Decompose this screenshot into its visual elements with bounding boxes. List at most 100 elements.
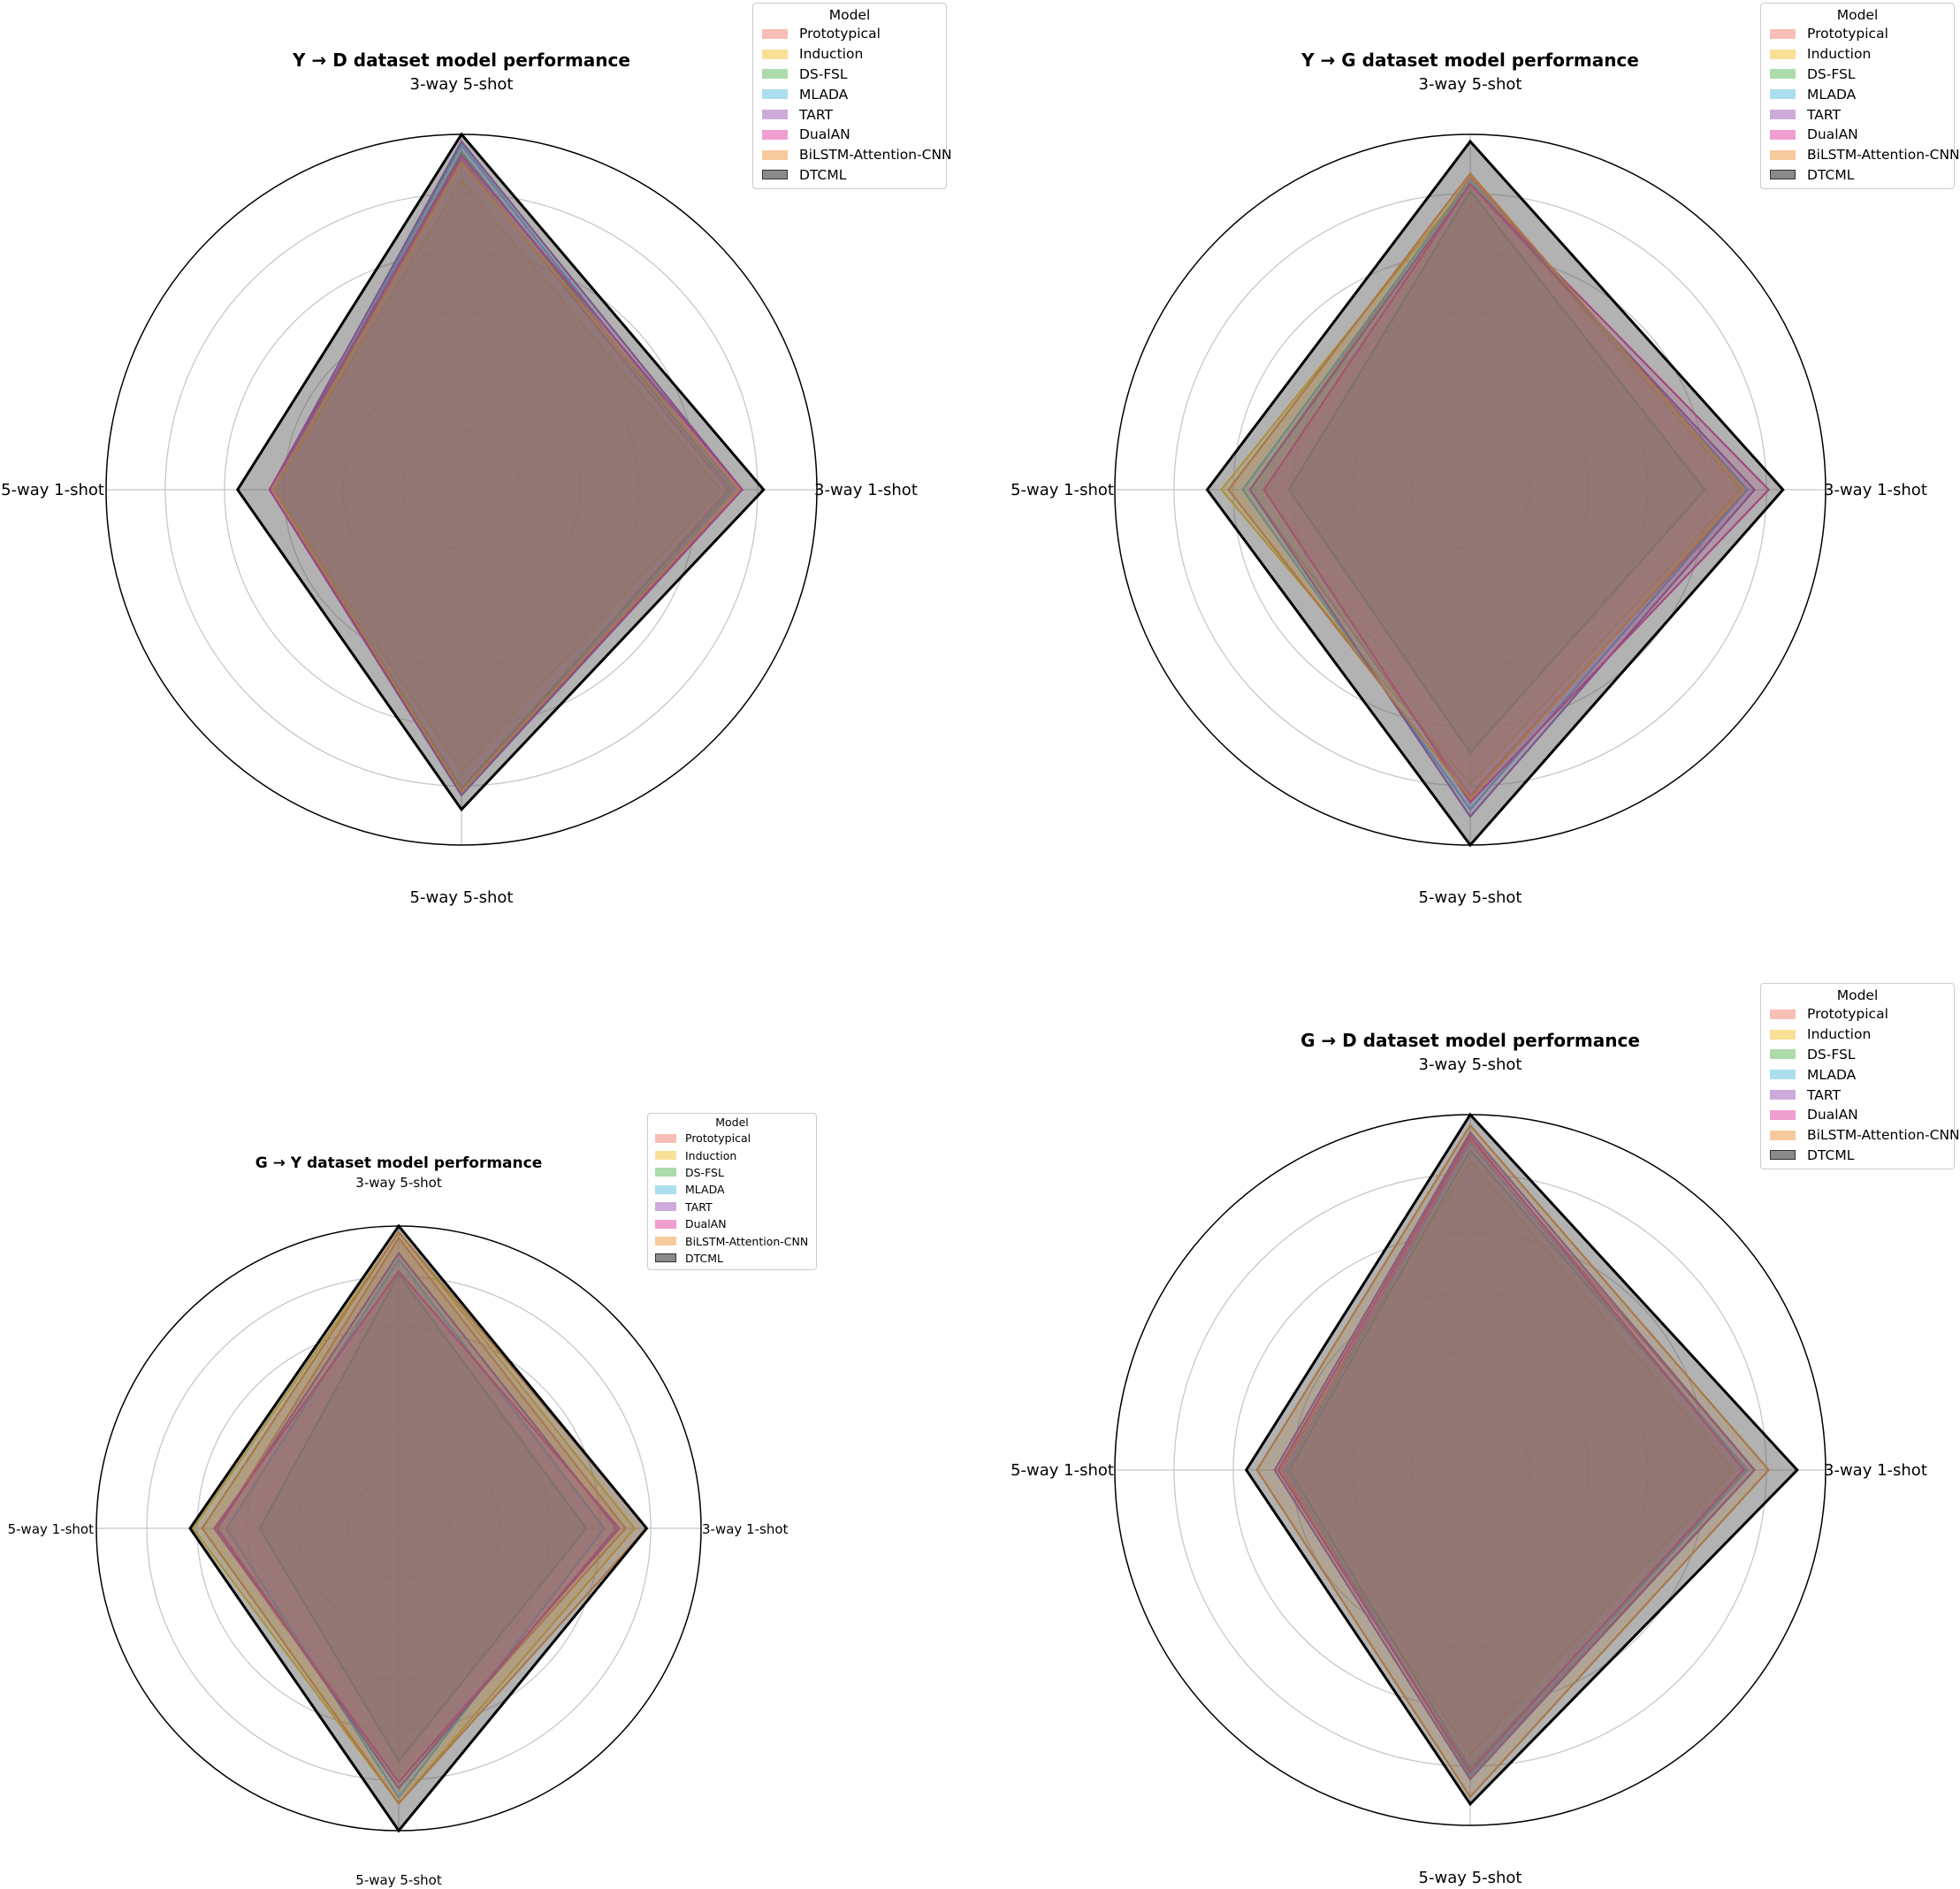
legend-item-induction: Induction (655, 1146, 809, 1163)
series-induction (1277, 1159, 1735, 1756)
polar-frame (105, 133, 818, 846)
legend-label: DS-FSL (1807, 65, 1856, 82)
legend-label: DS-FSL (685, 1165, 724, 1179)
legend-item-ds-fsl: DS-FSL (1770, 65, 1945, 85)
legend: Model Prototypical Induction DS-FSL MLAD… (1760, 983, 1960, 1170)
series-dualan (1262, 182, 1771, 804)
axis-label-5-way-5-shot: 5-way 5-shot (1419, 888, 1522, 907)
legend-swatch (1770, 1049, 1796, 1060)
legend-swatch (1770, 28, 1796, 39)
legend-label: Induction (685, 1148, 737, 1162)
legend-label: DS-FSL (799, 65, 848, 82)
legend-swatch (1770, 49, 1796, 59)
series-induction (1220, 179, 1742, 787)
legend-swatch (762, 69, 788, 80)
series-bilstm-attention-cnn (271, 161, 741, 794)
legend-swatch (655, 1237, 676, 1246)
series-tart (1273, 1131, 1757, 1781)
series-tart (268, 140, 744, 797)
legend-label: DualAN (685, 1217, 727, 1231)
legend-item-induction: Induction (1770, 44, 1945, 65)
legend-title: Model (715, 1116, 749, 1129)
legend-swatch (1770, 1029, 1796, 1040)
legend-item-dualan: DualAN (1770, 1105, 1945, 1125)
legend-swatch (1770, 1070, 1796, 1080)
legend-label: DTCML (799, 166, 847, 183)
chart-title: Y → D dataset model performance (292, 50, 630, 71)
legend-swatch (1770, 89, 1796, 100)
legend-title: Model (1836, 987, 1879, 1003)
axis-label-3-way-5-shot: 3-way 5-shot (410, 75, 514, 94)
legend-item-tart: TART (655, 1199, 809, 1215)
chart-title: G → Y dataset model performance (255, 1154, 542, 1172)
radar-panel-y-to-d: Y → D dataset model performance 3-way 5-… (1, 50, 918, 907)
legend-label: Prototypical (799, 26, 881, 42)
legend-swatch (655, 1151, 676, 1161)
legend-label: TART (1807, 1086, 1841, 1103)
series-ds-fsl (258, 1272, 588, 1763)
legend-item-mlada: MLADA (762, 84, 937, 104)
legend-label: Prototypical (1807, 26, 1888, 42)
legend-item-prototypical: Prototypical (1770, 1004, 1945, 1024)
legend-item-mlada: MLADA (1770, 84, 1945, 104)
polar-frame (1114, 133, 1827, 846)
legend-item-dualan: DualAN (762, 125, 937, 145)
legend-item-ds-fsl: DS-FSL (762, 65, 937, 85)
chart-title: Y → G dataset model performance (1300, 50, 1639, 71)
legend-label: MLADA (685, 1183, 725, 1197)
legend-item-dtcml: DTCML (655, 1250, 809, 1267)
radar-panel-g-to-d: G → D dataset model performance 3-way 5-… (1011, 1030, 1927, 1887)
polar-frame (95, 1225, 702, 1832)
legend-swatch (762, 89, 788, 100)
legend-label: DS-FSL (1807, 1046, 1856, 1063)
legend-label: DTCML (1807, 166, 1855, 183)
legend-item-dualan: DualAN (655, 1215, 809, 1232)
series-ds-fsl (271, 150, 733, 790)
axis-label-5-way-1-shot: 5-way 1-shot (8, 1521, 95, 1537)
series-tart (216, 1251, 618, 1790)
axis-label-5-way-1-shot: 5-way 1-shot (1011, 1461, 1114, 1480)
legend-label: TART (799, 106, 833, 123)
legend-label: DTCML (685, 1251, 724, 1265)
series-mlada (225, 1257, 606, 1800)
legend-swatch (1770, 1109, 1796, 1120)
legend-label: MLADA (799, 86, 849, 103)
legend-item-mlada: MLADA (1770, 1064, 1945, 1085)
series-ds-fsl (1287, 1148, 1750, 1771)
legend-swatch (1770, 170, 1796, 180)
legend-label: Prototypical (685, 1131, 751, 1146)
legend-label: Induction (1807, 46, 1872, 63)
legend-item-dtcml: DTCML (762, 165, 937, 186)
axis-label-3-way-1-shot: 3-way 1-shot (814, 481, 918, 499)
legend-swatch (1770, 149, 1796, 160)
axis-label-5-way-5-shot: 5-way 5-shot (410, 888, 514, 907)
legend-swatch (762, 49, 788, 59)
polar-frame (1114, 1114, 1827, 1826)
axis-label-5-way-5-shot: 5-way 5-shot (355, 1872, 442, 1888)
legend-label: TART (1807, 106, 1841, 123)
legend-item-induction: Induction (1770, 1024, 1945, 1045)
axis-label-3-way-1-shot: 3-way 1-shot (1824, 1461, 1927, 1480)
legend-label: BiLSTM-Attention-CNN (685, 1234, 809, 1248)
axis-label-5-way-1-shot: 5-way 1-shot (1, 481, 104, 499)
legend-title: Model (1836, 7, 1879, 23)
legend: Model Prototypical Induction DS-FSL MLAD… (752, 3, 952, 190)
legend-label: DualAN (1807, 1107, 1858, 1123)
legend-item-dualan: DualAN (1770, 125, 1945, 145)
legend-swatch (655, 1253, 676, 1263)
axis-label-5-way-1-shot: 5-way 1-shot (1011, 481, 1114, 499)
legend-swatch (655, 1202, 676, 1212)
radar-panel-g-to-y: G → Y dataset model performance 3-way 5-… (8, 1154, 789, 1888)
series-dualan (213, 1269, 622, 1785)
legend-label: DTCML (1807, 1146, 1855, 1163)
legend: Model Prototypical Induction DS-FSL MLAD… (1760, 3, 1960, 190)
legend-swatch (655, 1133, 676, 1143)
series-dtcml (1205, 139, 1785, 848)
legend-swatch (1770, 110, 1796, 120)
legend-label: TART (685, 1200, 713, 1214)
axis-label-3-way-1-shot: 3-way 1-shot (702, 1521, 789, 1537)
legend-item-ds-fsl: DS-FSL (655, 1164, 809, 1181)
legend-swatch (655, 1219, 676, 1229)
legend-swatch (655, 1184, 676, 1194)
legend-item-bilstm-attention-cnn: BiLSTM-Attention-CNN (655, 1232, 809, 1249)
